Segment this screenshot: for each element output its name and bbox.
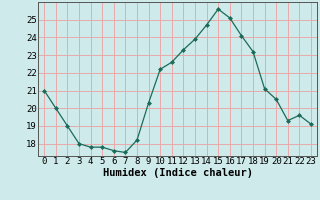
X-axis label: Humidex (Indice chaleur): Humidex (Indice chaleur) xyxy=(103,168,252,178)
